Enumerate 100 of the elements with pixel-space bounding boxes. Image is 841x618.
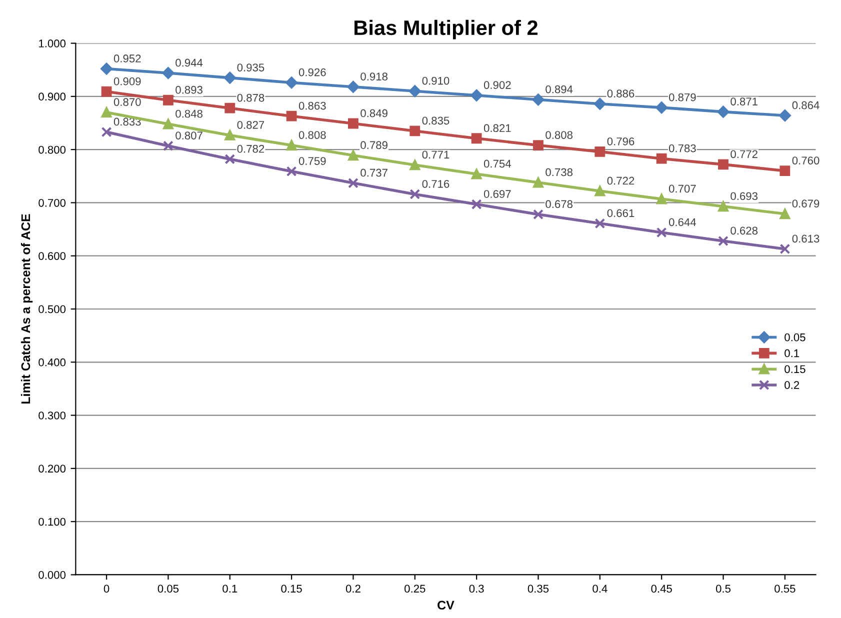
point — [718, 159, 728, 170]
data-label: 0.849 — [360, 109, 388, 118]
point — [717, 106, 730, 118]
y-tick-label: 0.800 — [38, 146, 66, 154]
data-label: 0.808 — [298, 131, 326, 139]
data-label: 0.760 — [792, 156, 820, 164]
legend-label: 0.2 — [784, 381, 800, 389]
data-label: 0.782 — [237, 144, 264, 153]
point — [410, 188, 420, 200]
data-label: 0.894 — [546, 85, 573, 94]
data-label: 0.848 — [176, 110, 202, 118]
y-tick-label: 1.000 — [39, 40, 66, 48]
data-label: 0.821 — [484, 124, 511, 132]
x-tick-label: 0.25 — [404, 584, 426, 593]
data-label: 0.827 — [237, 120, 264, 129]
data-label: 0.796 — [607, 137, 634, 146]
point — [780, 166, 790, 176]
y-tick-label: 0.400 — [38, 358, 66, 366]
data-label: 0.754 — [484, 160, 511, 168]
point — [778, 110, 791, 122]
data-label: 0.737 — [360, 168, 388, 177]
data-label: 0.893 — [176, 86, 202, 94]
point — [286, 140, 297, 151]
data-label: 0.935 — [237, 64, 264, 72]
point — [470, 89, 483, 102]
point — [594, 186, 606, 196]
data-label: 0.716 — [422, 180, 450, 188]
point — [224, 130, 236, 140]
point — [656, 194, 667, 204]
y-tick-label: 0.500 — [38, 305, 66, 314]
data-label: 0.628 — [730, 226, 758, 235]
data-label: 0.878 — [237, 94, 264, 102]
x-tick-label: 0.4 — [592, 584, 608, 593]
y-tick-label: 0.100 — [38, 518, 66, 526]
data-label: 0.808 — [546, 131, 573, 139]
point — [224, 72, 236, 84]
point — [162, 67, 174, 79]
point — [471, 199, 482, 210]
data-label: 0.707 — [668, 184, 696, 193]
point — [533, 140, 544, 151]
point — [101, 107, 112, 118]
point — [594, 146, 606, 157]
data-label: 0.944 — [176, 58, 203, 67]
legend-label: 0.1 — [784, 349, 800, 358]
data-label: 0.910 — [422, 76, 450, 85]
point — [224, 102, 236, 114]
data-label: 0.738 — [546, 168, 573, 176]
point — [780, 208, 790, 220]
point — [286, 76, 298, 89]
x-tick-label: 0.35 — [528, 584, 549, 593]
data-label: 0.771 — [422, 150, 450, 159]
point — [162, 140, 174, 152]
data-label: 0.952 — [114, 54, 141, 62]
y-tick-label: 0.900 — [38, 92, 66, 101]
point — [162, 94, 174, 106]
point — [656, 227, 667, 238]
point — [286, 110, 297, 122]
point — [286, 166, 297, 177]
y-tick-label: 0.600 — [38, 252, 66, 260]
x-tick-label: 0.55 — [774, 584, 796, 593]
point — [224, 154, 236, 164]
y-axis-title: Limit Catch As a percent of ACE — [20, 214, 33, 404]
data-label: 0.835 — [422, 116, 450, 125]
data-label: 0.661 — [607, 209, 634, 218]
data-label: 0.902 — [484, 81, 511, 89]
data-label: 0.759 — [298, 157, 326, 165]
point — [656, 102, 668, 114]
data-label: 0.783 — [668, 144, 696, 152]
x-axis-title: CV — [438, 600, 454, 610]
point — [780, 244, 790, 254]
x-tick-label: 0.15 — [281, 584, 302, 593]
legend-label: 0.15 — [784, 365, 806, 374]
point — [471, 168, 482, 180]
point — [471, 133, 482, 144]
data-label: 0.789 — [360, 141, 388, 150]
point — [101, 86, 112, 97]
point — [348, 178, 358, 188]
point — [347, 80, 360, 93]
point — [101, 126, 112, 138]
data-label: 0.864 — [792, 101, 820, 110]
point — [533, 209, 544, 220]
data-label: 0.678 — [546, 200, 573, 208]
y-tick-label: 0.200 — [38, 464, 66, 473]
x-tick-label: 0 — [104, 584, 110, 593]
point — [162, 118, 174, 130]
y-tick-label: 0.300 — [38, 412, 66, 420]
point — [410, 126, 420, 136]
point — [718, 236, 728, 246]
point — [100, 62, 112, 75]
data-label: 0.679 — [792, 200, 820, 208]
point — [656, 153, 667, 164]
chart-title: Bias Multiplier of 2 — [354, 20, 538, 40]
point — [348, 150, 358, 161]
data-label: 0.863 — [298, 102, 326, 110]
data-label: 0.886 — [607, 90, 634, 98]
data-label: 0.870 — [114, 98, 141, 106]
x-tick-label: 0.1 — [222, 584, 238, 593]
data-label: 0.926 — [298, 68, 326, 76]
y-tick-label: 0.700 — [38, 198, 66, 207]
point — [348, 118, 358, 129]
